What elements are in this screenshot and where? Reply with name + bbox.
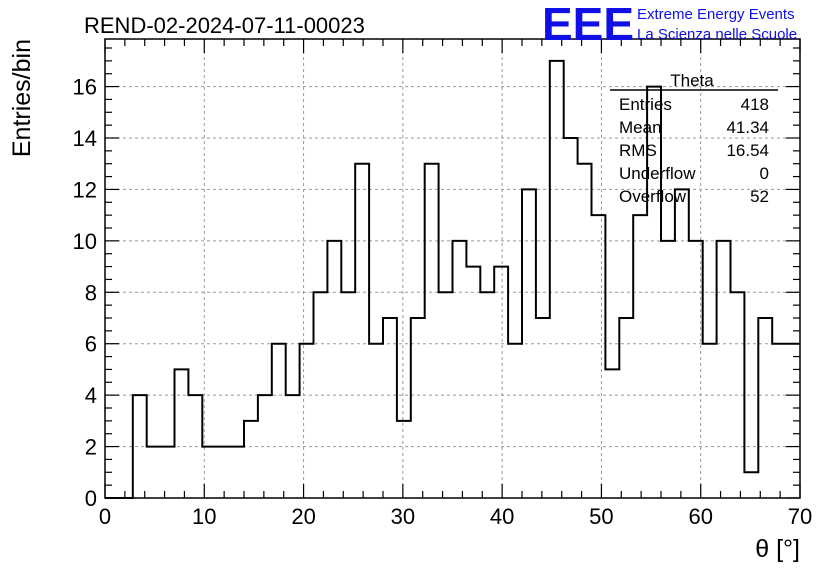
histogram-bin	[466, 267, 480, 498]
plot-frame	[104, 38, 801, 499]
stat-underflow-label: Underflow	[619, 164, 696, 183]
run-title: REND-02-2024-07-11-00023	[84, 13, 365, 38]
histogram-bin	[494, 267, 508, 498]
histogram-series	[105, 59, 800, 499]
y-tick-label: 14	[73, 126, 97, 151]
stats-box: Theta Entries 418 Mean 41.34 RMS 16.54 U…	[610, 71, 778, 206]
x-tick-label: 0	[99, 504, 111, 529]
histogram-bin	[578, 164, 592, 498]
histogram-bin	[327, 241, 341, 498]
histogram-bin	[425, 164, 439, 498]
x-tick-label: 60	[688, 504, 712, 529]
histogram-bin	[439, 292, 453, 498]
axis-ticks: 0 10 20 30 40 50 60 70 0 2 4 6 8 10 12 14 16	[73, 39, 812, 529]
histogram-bin	[717, 241, 731, 498]
histogram-bin	[758, 318, 772, 498]
y-tick-label: 6	[85, 332, 97, 357]
histogram-bin	[619, 318, 633, 498]
logo-tagline-2: La Scienza nelle Scuole	[637, 26, 797, 43]
x-axis-title: θ [°]	[755, 535, 800, 563]
histogram-bin	[550, 61, 564, 498]
histogram-bin	[633, 215, 647, 498]
histogram-bin	[675, 189, 689, 498]
histogram-bin	[161, 447, 175, 498]
stat-mean-label: Mean	[619, 118, 662, 137]
stat-mean-value: 41.34	[726, 118, 769, 137]
x-tick-label: 40	[490, 504, 514, 529]
histogram-bin	[731, 292, 745, 498]
logo-tagline-1: Extreme Energy Events	[637, 6, 795, 23]
histogram-bin	[272, 344, 286, 498]
stat-underflow-value: 0	[760, 164, 769, 183]
histogram-bin	[564, 138, 578, 498]
histogram-bin	[216, 447, 230, 498]
stat-entries-value: 418	[741, 95, 769, 114]
histogram-bin	[188, 395, 202, 498]
histogram-bin	[744, 472, 758, 498]
stat-rms-label: RMS	[619, 141, 657, 160]
stat-overflow-label: Overflow	[619, 187, 687, 206]
stat-overflow-value: 52	[750, 187, 769, 206]
histogram-bin	[522, 189, 536, 498]
histogram-bin	[383, 318, 397, 498]
histogram-bin	[480, 292, 494, 498]
histogram-bin	[397, 421, 411, 498]
histogram-bin	[355, 164, 369, 498]
histogram-bin	[286, 395, 300, 498]
stat-entries-label: Entries	[619, 95, 672, 114]
histogram-bin	[230, 447, 244, 498]
histogram-bin	[369, 344, 383, 498]
y-tick-label: 2	[85, 435, 97, 460]
histogram-bin	[605, 369, 619, 498]
x-tick-label: 10	[192, 504, 216, 529]
histogram-bin	[703, 344, 717, 498]
eee-logo: EEE	[542, 0, 634, 50]
y-tick-label: 10	[73, 229, 97, 254]
y-tick-label: 0	[85, 486, 97, 511]
histogram-bin	[772, 344, 786, 498]
histogram-bin	[314, 292, 328, 498]
histogram-bin	[175, 369, 189, 498]
stats-title: Theta	[670, 71, 714, 90]
histogram-bin	[592, 215, 606, 498]
stat-rms-value: 16.54	[726, 141, 769, 160]
histogram-bin	[244, 421, 258, 498]
histogram-bin	[341, 292, 355, 498]
x-tick-label: 20	[291, 504, 315, 529]
x-tick-label: 70	[788, 504, 812, 529]
y-tick-label: 8	[85, 280, 97, 305]
histogram-bin	[258, 395, 272, 498]
y-tick-label: 12	[73, 177, 97, 202]
x-tick-label: 50	[589, 504, 613, 529]
histogram-bin	[147, 447, 161, 498]
histogram-bin	[508, 344, 522, 498]
y-axis-title: Entries/bin	[8, 39, 36, 157]
histogram-bin	[300, 344, 314, 498]
y-tick-label: 16	[73, 75, 97, 100]
histogram-bin	[411, 318, 425, 498]
histogram-bin	[661, 241, 675, 498]
histogram-bin	[689, 241, 703, 498]
histogram-bin	[536, 318, 550, 498]
histogram-bin	[453, 241, 467, 498]
y-tick-label: 4	[85, 383, 97, 408]
x-tick-label: 30	[391, 504, 415, 529]
histogram-bin	[133, 395, 147, 498]
histogram-outline	[105, 59, 800, 499]
